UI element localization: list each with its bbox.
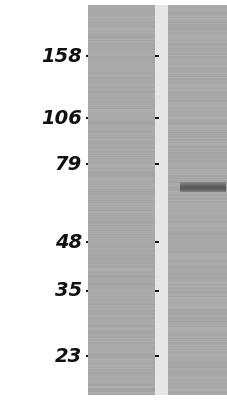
Text: 106: 106 — [41, 108, 82, 128]
Text: 48: 48 — [54, 232, 82, 252]
Text: 35: 35 — [54, 282, 82, 300]
Text: 158: 158 — [41, 46, 82, 66]
Text: 23: 23 — [54, 346, 82, 366]
Text: 79: 79 — [54, 154, 82, 174]
